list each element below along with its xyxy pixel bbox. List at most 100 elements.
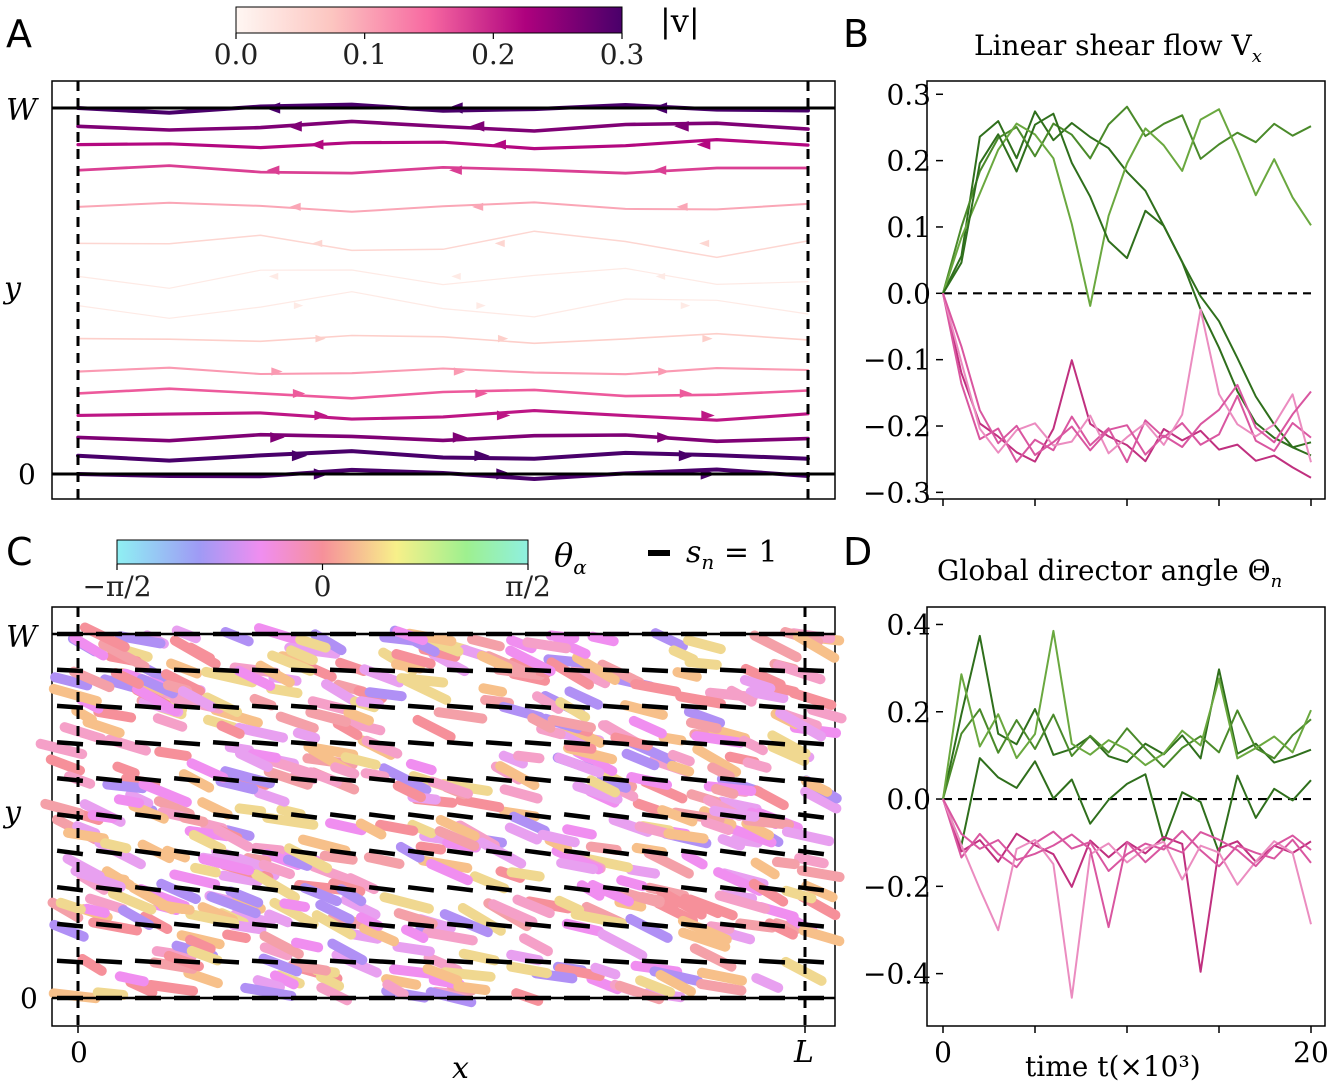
rod	[545, 630, 580, 644]
flow-arrow-icon	[679, 388, 693, 399]
rod	[48, 683, 102, 707]
chart-d-ytick-label: 0.0	[886, 783, 931, 816]
rod	[628, 715, 667, 739]
director-segment-icon	[134, 667, 162, 674]
director-segment-icon	[602, 739, 630, 747]
flow-arrow-icon	[472, 202, 484, 211]
rod	[340, 895, 381, 920]
rod	[286, 645, 318, 665]
flow-arrow-icon	[268, 272, 279, 280]
rod	[681, 850, 708, 870]
director-segment-icon	[368, 739, 396, 747]
flow-arrow-icon	[476, 302, 486, 310]
director-segment-icon	[641, 667, 669, 674]
rod	[506, 867, 545, 882]
angle-colorbar: −π/2 0 π/2 θα	[82, 536, 587, 603]
rod	[185, 909, 240, 929]
rod	[381, 974, 422, 990]
flow-arrow-icon	[680, 302, 691, 310]
panel-a: A 0.0 0.1 0.2 0.3 |v| W 0 y	[2, 2, 836, 500]
rod	[50, 672, 93, 691]
rod	[435, 815, 480, 841]
rod	[85, 893, 128, 915]
colorbar-c-tick-label: 0	[314, 570, 332, 603]
chart-d-series-line	[942, 634, 1312, 800]
rod	[742, 757, 772, 773]
rod	[440, 967, 496, 982]
director-segment-icon	[485, 884, 513, 893]
director-segment-icon	[602, 884, 630, 893]
rod	[92, 987, 129, 1000]
rod	[206, 891, 261, 919]
rod	[375, 819, 419, 836]
director-segment-icon	[680, 921, 708, 929]
director-segment-icon	[173, 812, 201, 820]
rod	[798, 925, 845, 947]
director-segment-icon	[329, 812, 357, 820]
flow-arrow-icon	[452, 432, 468, 443]
rod	[415, 841, 447, 855]
rod	[689, 943, 737, 972]
streamline	[76, 137, 810, 151]
rod	[363, 852, 405, 869]
director-segment-icon	[797, 812, 825, 820]
director-segment-icon	[134, 921, 162, 929]
director-segment-icon	[524, 703, 552, 710]
rod	[717, 834, 746, 851]
panel-letter-d: D	[843, 530, 872, 574]
rod	[667, 749, 695, 767]
flow-arrow-icon	[658, 367, 670, 376]
rod	[249, 693, 277, 711]
director-segment-icon	[719, 667, 747, 674]
rod	[35, 738, 88, 760]
director-segment-icon	[407, 958, 435, 965]
chart-d-series-line	[942, 798, 1312, 872]
rod	[247, 748, 282, 763]
director-segment-icon	[641, 958, 669, 965]
chart-d-xtick-label: 0	[934, 1036, 952, 1069]
ylabel-c: y	[2, 795, 22, 830]
rod	[79, 622, 130, 652]
director-segment-icon	[446, 848, 474, 857]
director-segment-icon	[680, 848, 708, 857]
rod	[185, 934, 216, 954]
director-segment-icon	[719, 812, 747, 820]
rod	[295, 634, 331, 653]
rod	[291, 937, 324, 953]
director-segment-icon	[446, 884, 474, 893]
xtick-c-l: L	[793, 1035, 814, 1070]
director-segment-icon	[524, 739, 552, 747]
rod	[547, 715, 596, 733]
chart-b-series-line	[942, 293, 1312, 464]
rod	[218, 870, 263, 887]
director-segment-icon	[329, 958, 357, 965]
rod	[527, 713, 556, 733]
director-segment-icon	[173, 921, 201, 929]
director-segment-icon	[95, 739, 123, 747]
rod	[269, 970, 299, 990]
rod	[98, 639, 150, 672]
director-segment-icon	[56, 667, 84, 674]
rod	[319, 850, 358, 865]
rod	[107, 888, 157, 915]
rod	[587, 880, 634, 907]
director-segment-icon	[602, 812, 630, 820]
rod	[152, 713, 188, 732]
plot-a-frame	[51, 80, 836, 500]
rod	[800, 776, 833, 797]
director-segment-icon	[95, 812, 123, 820]
flow-arrow-icon	[309, 139, 324, 150]
director-segment-icon	[641, 921, 669, 929]
director-segment-icon	[758, 812, 786, 820]
chart-b-series-line	[942, 108, 1312, 307]
chart-d-series-line	[942, 708, 1312, 800]
director-segment-icon	[251, 848, 279, 857]
rod	[738, 735, 768, 756]
rod	[621, 748, 660, 771]
streamline	[77, 230, 809, 259]
rod	[378, 763, 432, 795]
director-segment-icon	[368, 776, 396, 784]
rod	[794, 853, 829, 869]
ylabel-a: y	[2, 271, 22, 306]
director-segment-icon	[719, 848, 747, 857]
